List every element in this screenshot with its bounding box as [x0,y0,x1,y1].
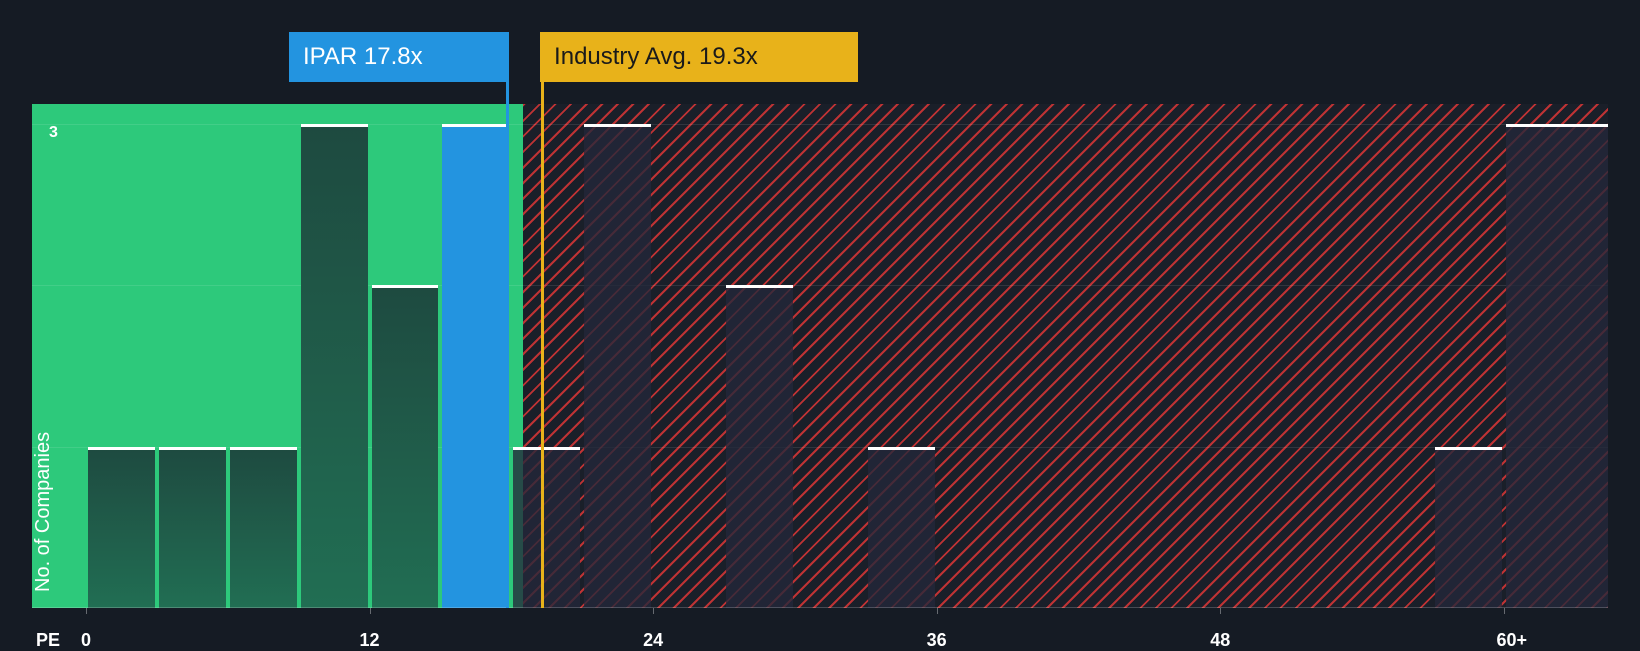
x-tick-label: 36 [926,630,947,650]
bar-cap [88,446,155,450]
x-tick-mark [1220,608,1222,614]
x-axis-title: PE [36,630,61,650]
histogram-bar [1434,446,1502,608]
subject-pe-line [505,82,509,608]
bar-cap [371,285,439,289]
bar-cap [584,124,652,128]
histogram-bar [300,124,368,608]
gridline [32,446,1608,448]
histogram-bar [371,285,439,608]
x-tick-mark [936,608,938,614]
bar-cap [726,285,793,289]
histogram-bar [726,285,793,608]
histogram-bar [88,446,155,608]
bar-cap [229,446,297,450]
bar-cap [1434,446,1502,450]
subject-pe-callout: IPAR 17.8x [289,32,509,82]
histogram-bar [584,124,652,608]
y-tick-label: 3 [49,124,58,141]
y-axis-title: No. of Companies [32,431,54,592]
bar-cap [158,446,226,450]
histogram-bar [513,446,581,608]
subject-bin-bar [442,124,510,608]
overvalued-zone [523,104,1608,608]
industry-avg-line [541,82,545,608]
plot-area [32,104,1608,608]
gridline [32,285,1608,287]
x-tick-mark [369,608,371,614]
gridline [32,124,1608,126]
bar-cap [867,446,935,450]
x-tick-label: 0 [80,630,92,650]
x-tick-mark [653,608,655,614]
x-tick-mark [1503,608,1505,614]
bar-cap [300,124,368,128]
x-tick-label: 60+ [1496,630,1528,650]
x-tick-label: 12 [359,630,380,650]
bar-cap [1505,124,1608,128]
x-axis-baseline [32,607,1608,608]
bar-cap [513,446,581,450]
bar-cap [442,124,510,128]
histogram-bar [867,446,935,608]
histogram-bar [1505,124,1608,608]
x-tick-label: 48 [1210,630,1231,650]
industry-avg-callout: Industry Avg. 19.3x [540,32,859,82]
x-tick-label: 24 [643,630,664,650]
histogram-bar [158,446,226,608]
histogram-bar [229,446,297,608]
x-tick-mark [86,608,87,614]
